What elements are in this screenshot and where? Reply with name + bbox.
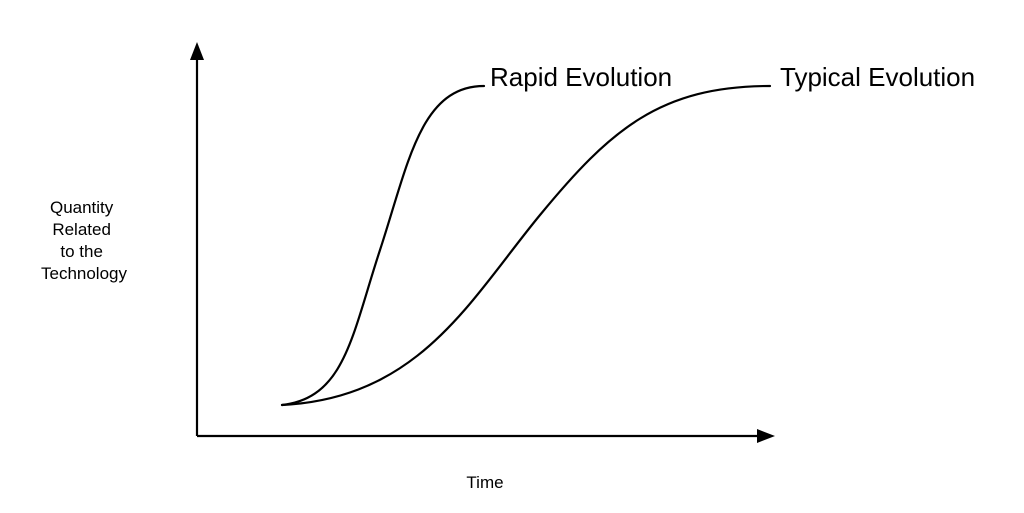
- rapid-evolution-curve: [280, 84, 486, 407]
- typical-evolution-curve: [280, 84, 772, 407]
- x-axis-label: Time: [466, 473, 503, 492]
- y-axis-label-line-2: Related: [52, 220, 111, 239]
- y-axis-label: Quantity Related to the Technology: [41, 198, 128, 283]
- y-axis-label-line-4: Technology: [41, 264, 128, 283]
- typical-evolution-label: Typical Evolution: [780, 62, 975, 92]
- rapid-evolution-label: Rapid Evolution: [490, 62, 672, 92]
- y-axis-arrowhead: [190, 42, 204, 60]
- x-axis-arrowhead: [757, 429, 775, 443]
- y-axis-label-line-3: to the: [60, 242, 103, 261]
- y-axis-label-line-1: Quantity: [50, 198, 114, 217]
